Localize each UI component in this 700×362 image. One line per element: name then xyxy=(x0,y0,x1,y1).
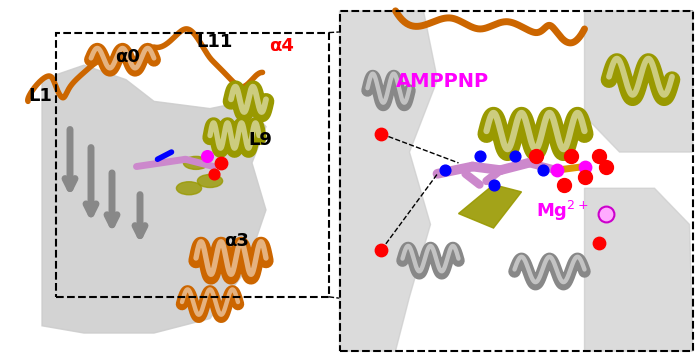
Text: L11: L11 xyxy=(196,33,232,51)
Text: AMPPNP: AMPPNP xyxy=(395,72,489,91)
Point xyxy=(474,153,485,159)
Point xyxy=(579,174,590,180)
Bar xyxy=(340,11,693,351)
Bar xyxy=(340,11,693,351)
Polygon shape xyxy=(340,11,438,351)
Point xyxy=(376,247,387,253)
Point xyxy=(439,167,450,173)
Point xyxy=(537,167,548,173)
Polygon shape xyxy=(458,185,522,228)
Circle shape xyxy=(183,156,209,169)
Point xyxy=(558,182,569,188)
Point xyxy=(208,171,219,177)
Polygon shape xyxy=(584,11,693,152)
Point xyxy=(593,153,604,159)
Polygon shape xyxy=(584,188,693,351)
Text: L9: L9 xyxy=(248,131,272,149)
Bar xyxy=(56,33,329,297)
Point xyxy=(579,164,590,169)
Point xyxy=(565,153,576,159)
Circle shape xyxy=(197,174,223,188)
Text: Mg$^{2+}$: Mg$^{2+}$ xyxy=(536,199,588,223)
Polygon shape xyxy=(42,65,266,333)
Point xyxy=(600,164,611,169)
Point xyxy=(593,240,604,245)
Point xyxy=(509,153,520,159)
Text: L1: L1 xyxy=(28,87,52,105)
Text: α3: α3 xyxy=(224,232,249,250)
Bar xyxy=(0,0,336,362)
Point xyxy=(488,182,499,188)
Point xyxy=(551,167,562,173)
Text: α4: α4 xyxy=(270,37,295,55)
Circle shape xyxy=(176,182,202,195)
Point xyxy=(215,160,226,166)
Text: α0: α0 xyxy=(116,47,141,66)
Point xyxy=(376,131,387,137)
Point xyxy=(530,153,541,159)
Point xyxy=(600,211,611,216)
Point xyxy=(201,153,212,159)
